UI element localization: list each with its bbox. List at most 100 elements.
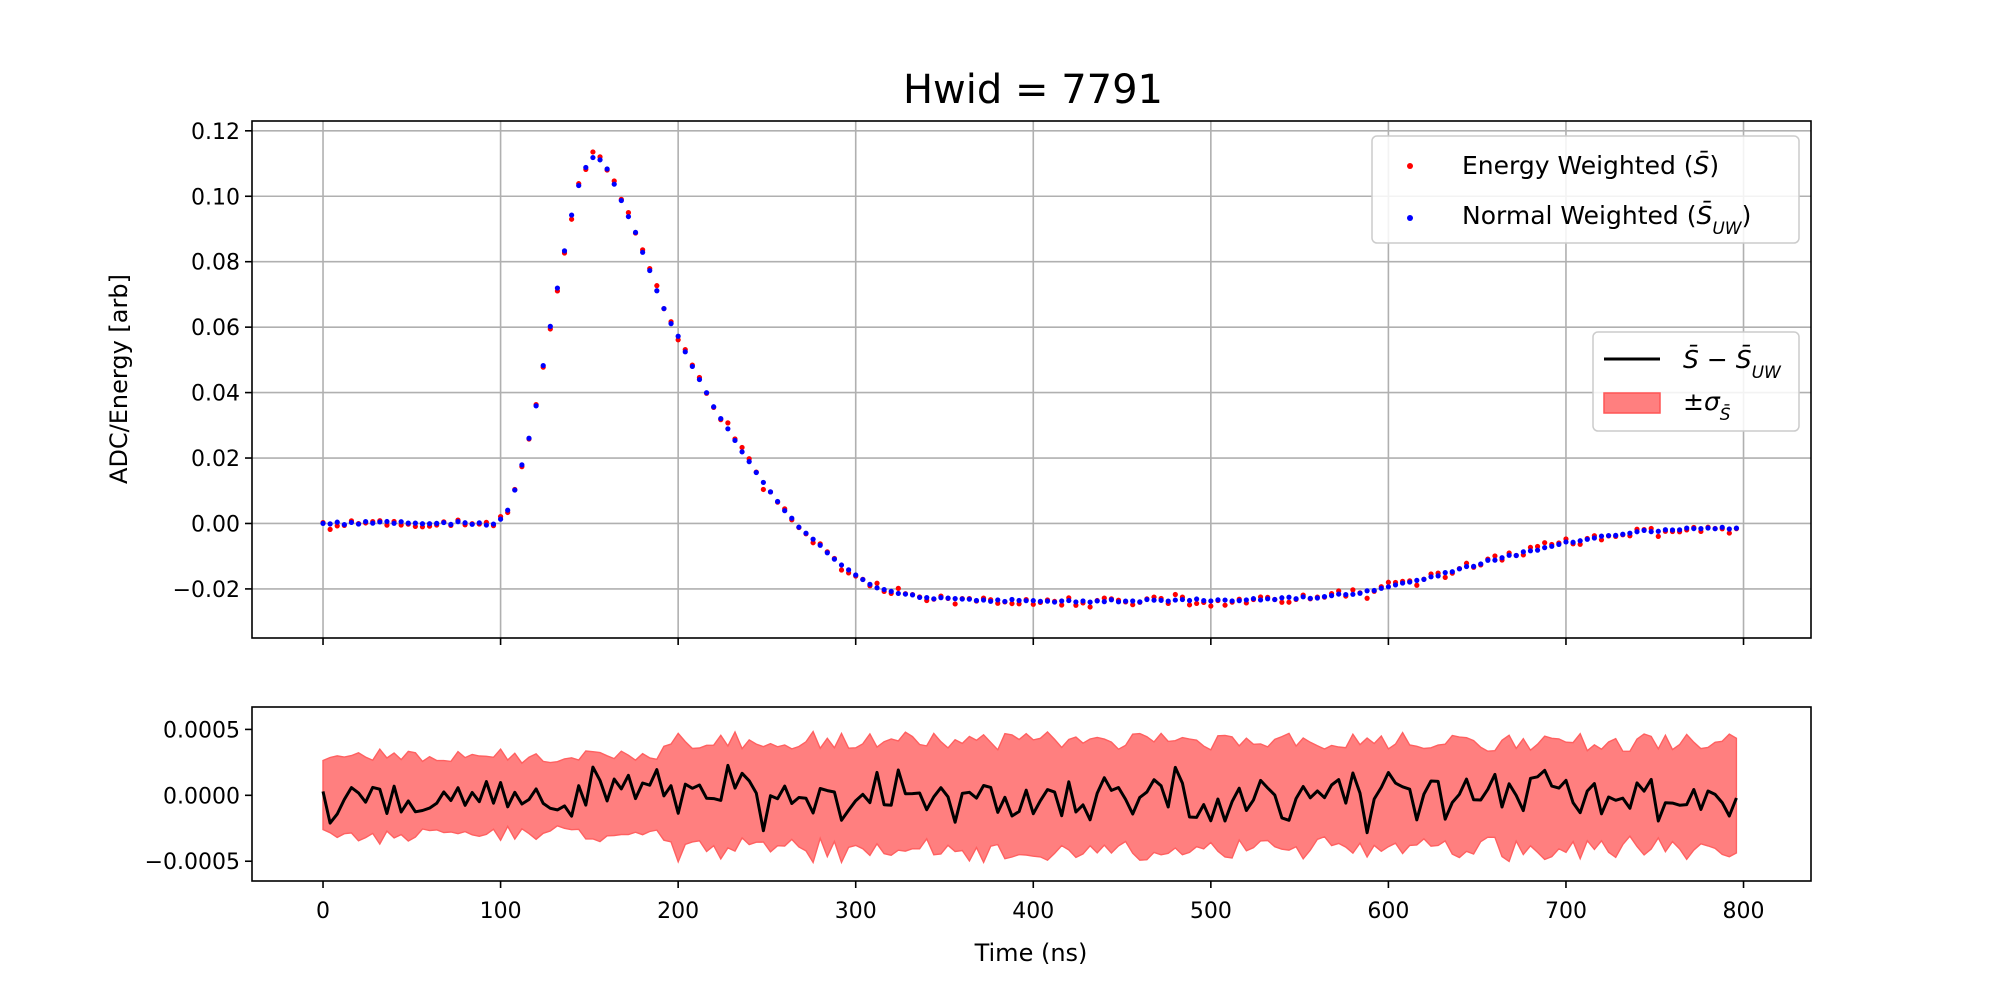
x-tick-label: 0 xyxy=(316,899,330,924)
normal-weighted-point xyxy=(505,507,511,513)
legend-difference: S̄ − S̄UW xyxy=(1683,344,1782,383)
normal-weighted-point xyxy=(1115,599,1122,605)
energy-weighted-point xyxy=(874,580,880,586)
normal-weighted-point xyxy=(1598,533,1605,539)
normal-weighted-point xyxy=(632,229,639,236)
normal-weighted-point xyxy=(1620,531,1626,537)
normal-weighted-point xyxy=(1066,597,1072,604)
normal-weighted-point xyxy=(810,536,816,542)
x-tick-label: 600 xyxy=(1367,899,1409,924)
energy-weighted-point xyxy=(739,444,745,451)
energy-weighted-point xyxy=(1385,579,1392,585)
normal-weighted-point xyxy=(426,521,433,527)
normal-weighted-point xyxy=(533,403,539,409)
normal-weighted-point xyxy=(1407,579,1413,585)
normal-weighted-point xyxy=(412,520,418,526)
lower-axes-frame xyxy=(251,706,1812,882)
normal-weighted-point xyxy=(1279,595,1285,601)
normal-weighted-point xyxy=(1172,597,1178,603)
legend-red-marker xyxy=(1407,163,1413,169)
energy-weighted-point xyxy=(1534,543,1541,550)
normal-weighted-point xyxy=(363,519,369,525)
normal-weighted-point xyxy=(1328,593,1335,599)
upper-y-tick-label: −0.02 xyxy=(173,578,240,603)
normal-weighted-point xyxy=(1726,526,1732,532)
normal-weighted-point xyxy=(1442,570,1448,576)
normal-weighted-point xyxy=(547,323,553,329)
normal-weighted-point xyxy=(384,518,390,525)
normal-weighted-point xyxy=(1151,597,1157,603)
normal-weighted-point xyxy=(561,248,568,254)
energy-weighted-point xyxy=(1208,603,1214,609)
normal-weighted-point xyxy=(590,154,596,161)
energy-weighted-point xyxy=(1194,600,1200,607)
energy-weighted-point xyxy=(1655,533,1661,539)
normal-weighted-point xyxy=(973,597,980,604)
normal-weighted-point xyxy=(1435,573,1441,579)
normal-weighted-point xyxy=(824,550,830,556)
normal-weighted-point xyxy=(661,305,667,312)
normal-weighted-point xyxy=(1037,598,1043,604)
normal-weighted-point xyxy=(341,521,347,528)
normal-weighted-point xyxy=(1108,597,1115,603)
normal-weighted-point xyxy=(1605,532,1612,539)
energy-weighted-point xyxy=(384,522,390,528)
normal-weighted-point xyxy=(846,567,852,573)
lower-y-tick-label: 0.0005 xyxy=(163,718,240,743)
upper-grid xyxy=(252,121,1811,638)
normal-weighted-point xyxy=(1265,596,1271,602)
energy-weighted-point xyxy=(1130,602,1136,608)
normal-weighted-point xyxy=(405,520,411,526)
normal-weighted-point xyxy=(625,213,632,220)
energy-weighted-point xyxy=(569,216,575,222)
upper-y-tick-label: 0.10 xyxy=(191,185,240,210)
energy-weighted-point xyxy=(1492,553,1498,559)
normal-weighted-point xyxy=(490,521,497,527)
normal-weighted-point xyxy=(895,590,901,597)
normal-weighted-point xyxy=(1343,591,1349,598)
normal-weighted-point xyxy=(874,585,880,591)
x-axis-label: Time (ns) xyxy=(974,939,1088,967)
energy-weighted-point xyxy=(590,149,596,155)
normal-weighted-point xyxy=(1165,598,1171,604)
normal-weighted-point xyxy=(1698,526,1704,532)
normal-weighted-point xyxy=(604,166,610,172)
normal-weighted-point xyxy=(995,597,1001,603)
normal-weighted-point xyxy=(476,520,482,526)
normal-weighted-point xyxy=(1272,596,1278,603)
legend-energy-weighted: Energy Weighted (S̄) xyxy=(1462,150,1719,180)
upper-axes-frame xyxy=(251,120,1812,639)
normal-weighted-point xyxy=(1250,596,1257,602)
normal-weighted-point xyxy=(348,519,355,526)
normal-weighted-point xyxy=(1719,524,1725,530)
normal-weighted-point xyxy=(1378,585,1384,591)
normal-weighted-point xyxy=(1243,597,1249,603)
normal-weighted-point xyxy=(718,415,724,422)
normal-weighted-point xyxy=(1733,525,1740,531)
upper-y-tick-label: 0.08 xyxy=(191,251,240,276)
difference-line xyxy=(321,763,1738,835)
upper-x-ticks xyxy=(322,638,1745,645)
normal-weighted-point xyxy=(519,462,525,468)
legend-normal-weighted: Normal Weighted (S̄UW) xyxy=(1462,200,1751,239)
normal-weighted-point xyxy=(618,197,624,204)
normal-weighted-point xyxy=(1556,541,1562,547)
x-tick-label: 800 xyxy=(1723,899,1765,924)
normal-weighted-point xyxy=(1705,525,1711,531)
normal-weighted-point xyxy=(597,157,603,163)
lower-panel: 0.0005 0.0000 −0.0005 0 100 200 300 400 500 600 7… xyxy=(145,706,1812,967)
normal-weighted-point xyxy=(1307,595,1313,601)
normal-weighted-point xyxy=(1471,563,1477,569)
normal-weighted-point xyxy=(1293,596,1299,602)
normal-weighted-point xyxy=(782,508,788,514)
normal-weighted-point xyxy=(370,520,376,526)
normal-weighted-point xyxy=(640,249,646,255)
energy-weighted-point xyxy=(1726,530,1732,536)
normal-weighted-point xyxy=(1520,549,1526,555)
normal-weighted-point xyxy=(569,212,575,218)
normal-weighted-point xyxy=(1428,574,1434,580)
energy-weighted-point xyxy=(654,283,660,289)
normal-weighted-point xyxy=(1591,535,1597,541)
energy-weighted-point xyxy=(1186,602,1193,608)
normal-weighted-point xyxy=(860,576,866,583)
